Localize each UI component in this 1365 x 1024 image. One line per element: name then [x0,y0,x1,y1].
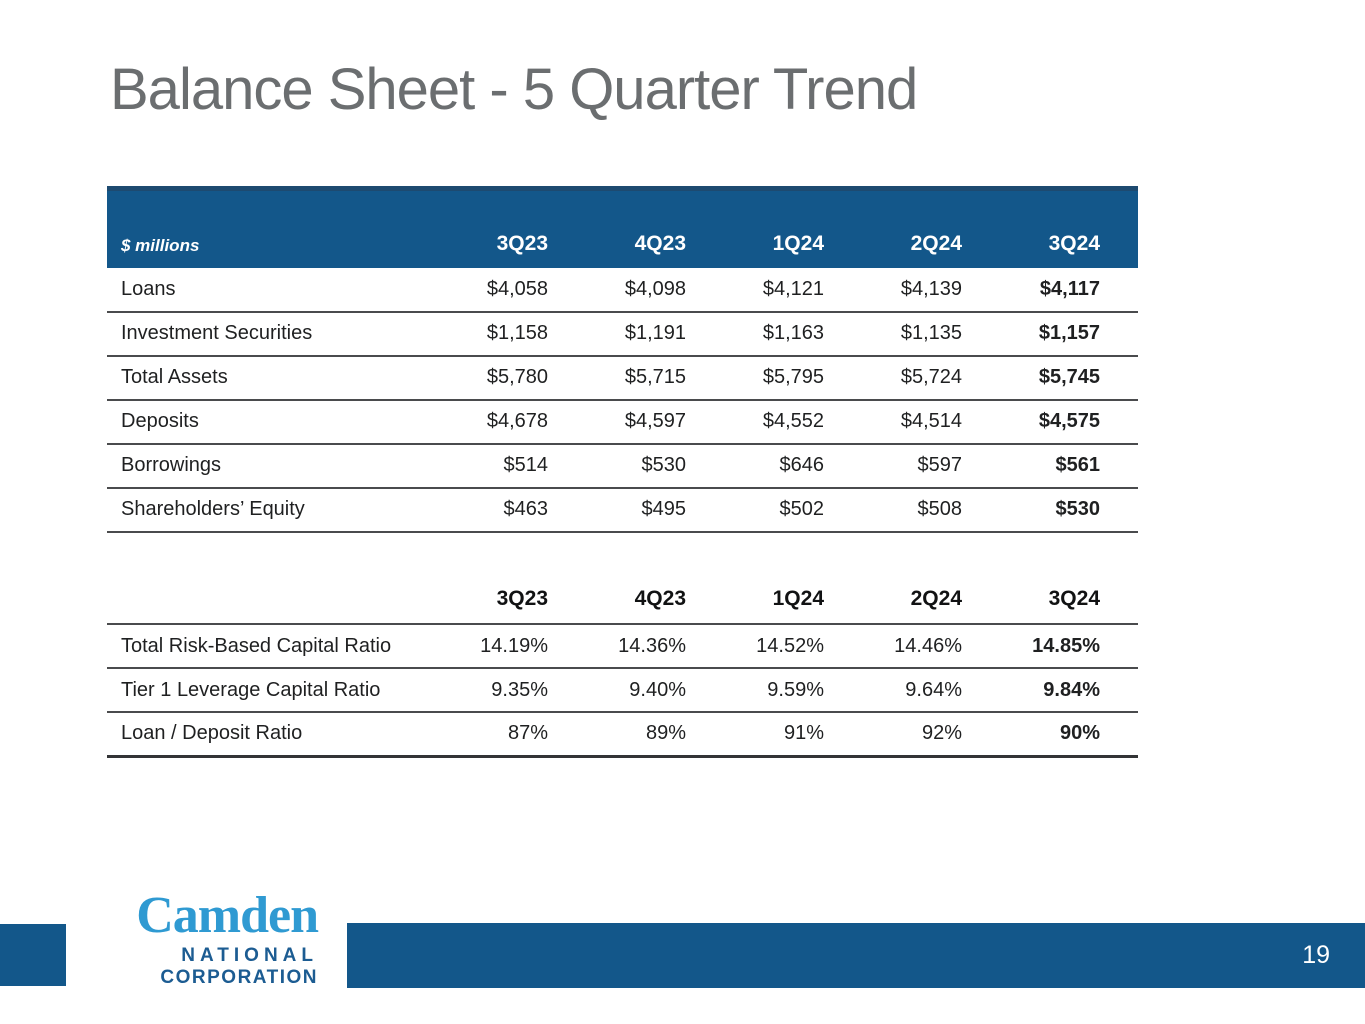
quarter-header: 1Q24 [724,562,862,625]
logo-camden-text: Camden [136,887,319,944]
table-row: Total Assets $5,780 $5,715 $5,795 $5,724… [107,355,1138,401]
cell-value: $1,158 [448,311,586,357]
page-title: Balance Sheet - 5 Quarter Trend [110,57,918,122]
cell-value: $4,121 [724,267,862,313]
cell-value: $5,780 [448,355,586,401]
cell-value: $646 [724,443,862,489]
row-label: Investment Securities [107,311,448,357]
table-header-row: 3Q23 4Q23 1Q24 2Q24 3Q24 [107,562,1138,625]
quarter-header: 3Q23 [448,562,586,625]
cell-value: $4,575 [1000,399,1138,445]
logo-corporation-text: CORPORATION [160,967,318,988]
cell-value: $5,795 [724,355,862,401]
table-row: Shareholders’ Equity $463 $495 $502 $508… [107,487,1138,533]
capital-ratio-table: 3Q23 4Q23 1Q24 2Q24 3Q24 Total Risk-Base… [107,562,1138,758]
header-spacer [107,562,448,625]
table-row: Investment Securities $1,158 $1,191 $1,1… [107,311,1138,357]
cell-value: $530 [1000,487,1138,533]
row-label: Borrowings [107,443,448,489]
cell-value: $495 [586,487,724,533]
quarter-header: 4Q23 [586,562,724,625]
cell-value: $4,597 [586,399,724,445]
cell-value: $4,098 [586,267,724,313]
cell-value: 91% [724,712,862,758]
cell-value: $4,514 [862,399,1000,445]
table-row: Total Risk-Based Capital Ratio 14.19% 14… [107,624,1138,669]
cell-value: $4,552 [724,399,862,445]
footer-bar: 19 [347,923,1365,988]
quarter-header: 4Q23 [586,186,724,268]
row-label: Total Risk-Based Capital Ratio [107,624,448,669]
table-row: Deposits $4,678 $4,597 $4,552 $4,514 $4,… [107,399,1138,445]
quarter-header: 3Q23 [448,186,586,268]
row-label: Shareholders’ Equity [107,487,448,533]
quarter-header: 2Q24 [862,562,1000,625]
table-row: Borrowings $514 $530 $646 $597 $561 [107,443,1138,489]
row-label: Total Assets [107,355,448,401]
cell-value: 14.46% [862,624,1000,669]
quarter-header: 1Q24 [724,186,862,268]
quarter-header: 3Q24 [1000,186,1138,268]
row-label: Deposits [107,399,448,445]
cell-value: 9.40% [586,668,724,713]
cell-value: $4,139 [862,267,1000,313]
cell-value: $1,135 [862,311,1000,357]
quarter-header: 3Q24 [1000,562,1138,625]
table-row: Tier 1 Leverage Capital Ratio 9.35% 9.40… [107,668,1138,713]
cell-value: 92% [862,712,1000,758]
cell-value: 89% [586,712,724,758]
table-row: Loan / Deposit Ratio 87% 89% 91% 92% 90% [107,712,1138,758]
cell-value: 90% [1000,712,1138,758]
page-number: 19 [1302,941,1330,969]
cell-value: $4,117 [1000,267,1138,313]
cell-value: 87% [448,712,586,758]
table-header-row: $ millions 3Q23 4Q23 1Q24 2Q24 3Q24 [107,186,1138,268]
row-label: Loan / Deposit Ratio [107,712,448,758]
cell-value: $508 [862,487,1000,533]
cell-value: $463 [448,487,586,533]
cell-value: $5,745 [1000,355,1138,401]
cell-value: $561 [1000,443,1138,489]
cell-value: $4,058 [448,267,586,313]
cell-value: 14.19% [448,624,586,669]
cell-value: 9.59% [724,668,862,713]
cell-value: $1,157 [1000,311,1138,357]
cell-value: $502 [724,487,862,533]
unit-label: $ millions [107,186,448,268]
cell-value: 14.85% [1000,624,1138,669]
cell-value: $1,191 [586,311,724,357]
ratio-table-header: 3Q23 4Q23 1Q24 2Q24 3Q24 [107,562,1138,625]
balance-sheet-table: $ millions 3Q23 4Q23 1Q24 2Q24 3Q24 Loan… [107,186,1138,533]
row-label: Loans [107,267,448,313]
cell-value: $597 [862,443,1000,489]
row-label: Tier 1 Leverage Capital Ratio [107,668,448,713]
table-row: Loans $4,058 $4,098 $4,121 $4,139 $4,117 [107,267,1138,313]
quarter-header: 2Q24 [862,186,1000,268]
footer-left-accent-bar [0,924,66,986]
camden-national-logo: Camden NATIONAL CORPORATION [78,887,319,988]
balance-table-header: $ millions 3Q23 4Q23 1Q24 2Q24 3Q24 [107,186,1138,268]
cell-value: 9.84% [1000,668,1138,713]
cell-value: $5,724 [862,355,1000,401]
cell-value: $1,163 [724,311,862,357]
cell-value: 14.36% [586,624,724,669]
cell-value: 14.52% [724,624,862,669]
cell-value: $514 [448,443,586,489]
cell-value: $5,715 [586,355,724,401]
cell-value: 9.64% [862,668,1000,713]
cell-value: 9.35% [448,668,586,713]
logo-national-text: NATIONAL [181,945,318,966]
cell-value: $530 [586,443,724,489]
cell-value: $4,678 [448,399,586,445]
